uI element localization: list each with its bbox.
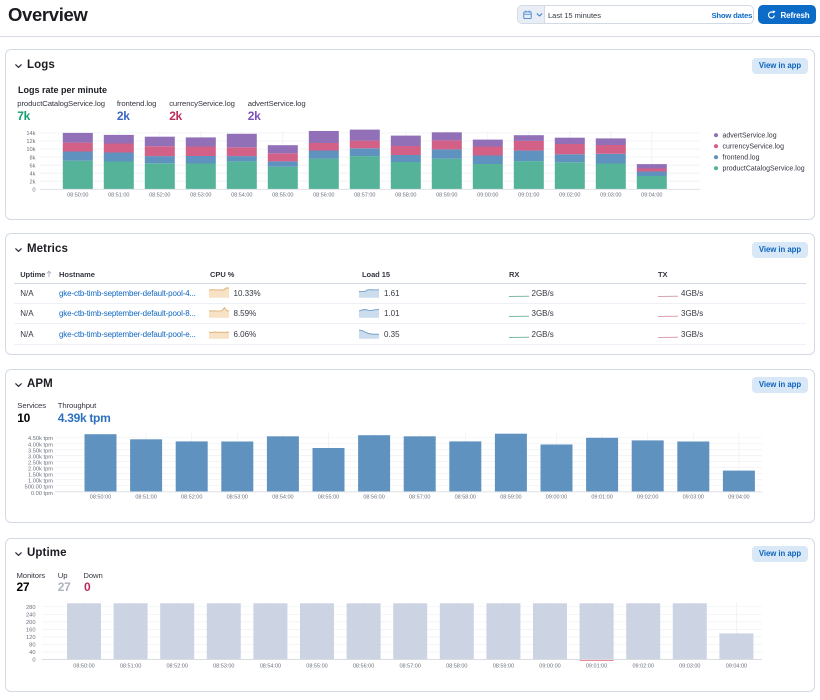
svg-text:4k: 4k	[29, 171, 35, 177]
svg-text:0: 0	[32, 188, 35, 194]
svg-text:08:59:00: 08:59:00	[500, 494, 521, 500]
svg-text:8k: 8k	[29, 155, 35, 161]
svg-text:09:04:00: 09:04:00	[641, 193, 662, 199]
svg-text:09:03:00: 09:03:00	[683, 494, 704, 500]
svg-text:2k: 2k	[29, 179, 35, 185]
svg-text:08:52:00: 08:52:00	[181, 494, 202, 500]
svg-text:08:54:00: 08:54:00	[260, 663, 281, 669]
svg-text:280: 280	[26, 605, 36, 611]
svg-text:120: 120	[26, 635, 36, 641]
svg-text:09:03:00: 09:03:00	[679, 663, 700, 669]
svg-text:advertService.log: advertService.log	[723, 133, 777, 140]
svg-text:08:50:00: 08:50:00	[67, 193, 88, 199]
svg-text:10k: 10k	[26, 147, 35, 153]
svg-text:2.00k tpm: 2.00k tpm	[28, 467, 53, 473]
svg-text:09:04:00: 09:04:00	[728, 494, 749, 500]
svg-text:09:03:00: 09:03:00	[600, 193, 621, 199]
svg-text:3.00k tpm: 3.00k tpm	[28, 454, 53, 460]
svg-text:08:52:00: 08:52:00	[149, 193, 170, 199]
svg-text:08:57:00: 08:57:00	[399, 663, 420, 669]
svg-text:4.50k tpm: 4.50k tpm	[28, 436, 53, 442]
svg-text:09:00:00: 09:00:00	[539, 663, 560, 669]
svg-text:08:56:00: 08:56:00	[353, 663, 374, 669]
svg-text:200: 200	[26, 620, 36, 626]
svg-text:09:01:00: 09:01:00	[586, 663, 607, 669]
svg-text:08:50:00: 08:50:00	[73, 663, 94, 669]
svg-text:08:59:00: 08:59:00	[436, 193, 457, 199]
svg-text:08:58:00: 08:58:00	[395, 193, 416, 199]
svg-text:09:02:00: 09:02:00	[632, 663, 653, 669]
svg-text:160: 160	[26, 628, 36, 634]
svg-text:08:58:00: 08:58:00	[455, 494, 476, 500]
svg-text:08:55:00: 08:55:00	[306, 663, 327, 669]
svg-text:frontend.log: frontend.log	[723, 155, 760, 162]
svg-text:08:57:00: 08:57:00	[409, 494, 430, 500]
svg-text:08:50:00: 08:50:00	[90, 494, 111, 500]
svg-text:08:53:00: 08:53:00	[227, 494, 248, 500]
svg-text:14k: 14k	[26, 131, 35, 137]
svg-text:240: 240	[26, 612, 36, 618]
svg-text:4.00k tpm: 4.00k tpm	[28, 442, 53, 448]
svg-text:09:02:00: 09:02:00	[637, 494, 658, 500]
svg-text:80: 80	[29, 643, 35, 649]
svg-text:08:55:00: 08:55:00	[318, 494, 339, 500]
svg-text:08:52:00: 08:52:00	[166, 663, 187, 669]
svg-text:1.00k tpm: 1.00k tpm	[28, 479, 53, 485]
svg-text:08:51:00: 08:51:00	[120, 663, 141, 669]
svg-text:08:51:00: 08:51:00	[135, 494, 156, 500]
svg-text:12k: 12k	[26, 139, 35, 145]
svg-text:40: 40	[29, 650, 35, 656]
svg-text:08:54:00: 08:54:00	[272, 494, 293, 500]
svg-text:2.50k tpm: 2.50k tpm	[28, 461, 53, 467]
svg-text:09:00:00: 09:00:00	[546, 494, 567, 500]
svg-text:08:56:00: 08:56:00	[313, 193, 334, 199]
svg-text:08:53:00: 08:53:00	[190, 193, 211, 199]
svg-text:08:53:00: 08:53:00	[213, 663, 234, 669]
svg-text:09:01:00: 09:01:00	[591, 494, 612, 500]
svg-text:productCatalogService.log: productCatalogService.log	[723, 166, 805, 173]
svg-text:08:58:00: 08:58:00	[446, 663, 467, 669]
svg-text:500.00 tpm: 500.00 tpm	[25, 485, 54, 491]
svg-text:09:00:00: 09:00:00	[477, 193, 498, 199]
svg-text:1.50k tpm: 1.50k tpm	[28, 473, 53, 479]
svg-text:08:55:00: 08:55:00	[272, 193, 293, 199]
svg-text:0.00 tpm: 0.00 tpm	[31, 491, 53, 497]
svg-text:09:02:00: 09:02:00	[559, 193, 580, 199]
svg-text:3.50k tpm: 3.50k tpm	[28, 448, 53, 454]
svg-text:0: 0	[32, 658, 35, 664]
svg-text:08:51:00: 08:51:00	[108, 193, 129, 199]
svg-text:09:01:00: 09:01:00	[518, 193, 539, 199]
svg-text:08:57:00: 08:57:00	[354, 193, 375, 199]
svg-text:09:04:00: 09:04:00	[726, 663, 747, 669]
svg-text:08:56:00: 08:56:00	[363, 494, 384, 500]
svg-text:currencyService.log: currencyService.log	[723, 144, 785, 151]
svg-text:08:59:00: 08:59:00	[493, 663, 514, 669]
svg-text:6k: 6k	[29, 163, 35, 169]
svg-text:08:54:00: 08:54:00	[231, 193, 252, 199]
